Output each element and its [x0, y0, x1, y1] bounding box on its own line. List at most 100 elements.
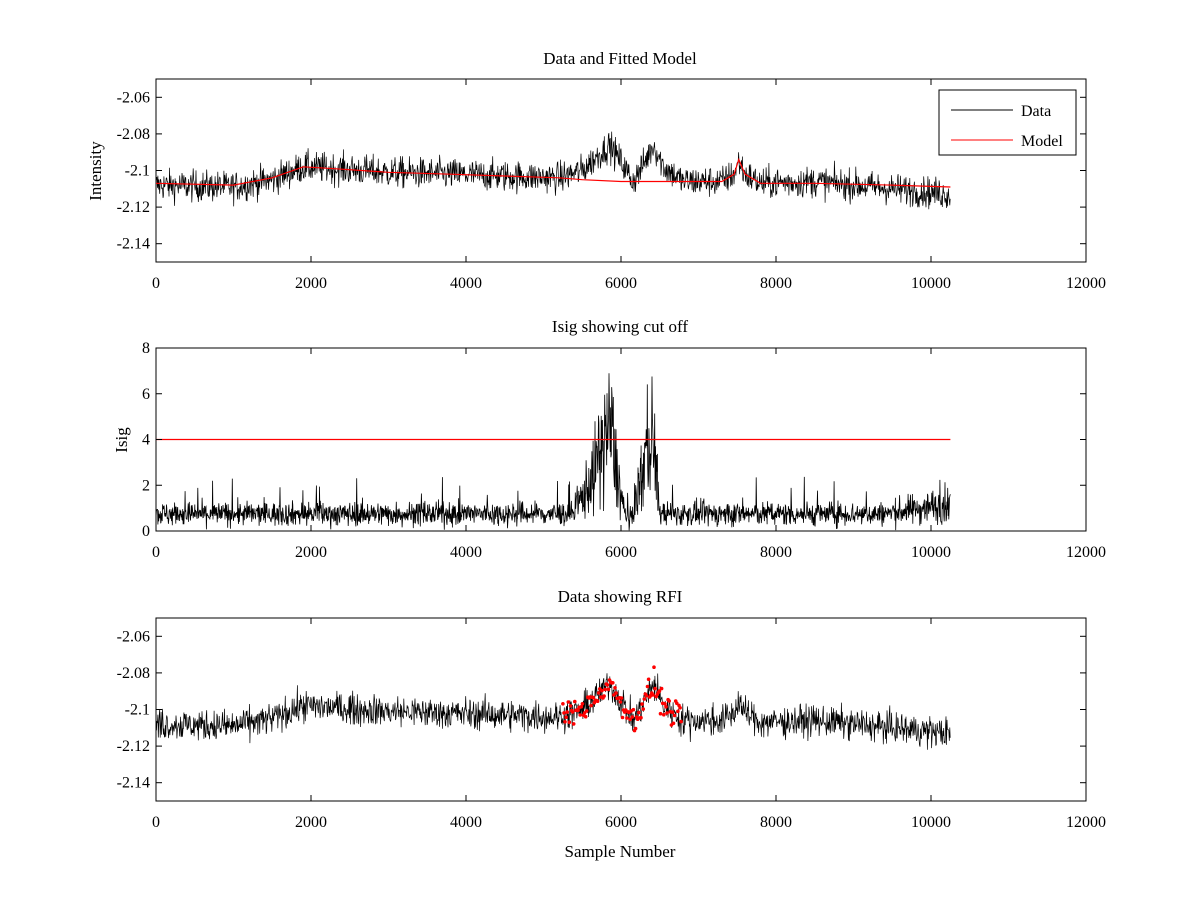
rfi-point — [664, 705, 668, 709]
x-tick-label: 10000 — [911, 544, 951, 561]
rfi-point — [568, 704, 573, 708]
rfi-point — [637, 710, 641, 715]
rfi-point — [579, 705, 584, 709]
rfi-point — [600, 688, 604, 693]
panel3-xlabel: Sample Number — [565, 842, 676, 861]
series-data-line — [156, 673, 951, 750]
panel2-series — [156, 373, 951, 531]
x-tick-label: 2000 — [295, 814, 327, 831]
rfi-point — [628, 717, 632, 722]
y-tick-label: -2.14 — [117, 775, 150, 792]
rfi-point — [564, 715, 568, 719]
y-tick-label: 4 — [142, 432, 150, 449]
x-tick-label: 0 — [152, 544, 160, 561]
panel1-legend: Data Model — [938, 89, 1077, 156]
rfi-point — [573, 699, 577, 704]
y-tick-label: 0 — [142, 523, 150, 540]
y-tick-label: 8 — [142, 340, 150, 357]
x-tick-label: 10000 — [911, 814, 951, 831]
panel-data-showing-rfi: Data showing RFI 0 2000 4000 6000 8000 10000 1… — [117, 587, 1106, 861]
y-tick-label: -2.12 — [117, 738, 150, 755]
series-isig-line — [156, 373, 951, 531]
rfi-point — [645, 684, 650, 689]
panel1-plot-area: 0 2000 4000 6000 8000 10000 12000 -2.06 -2.08 -2.… — [117, 78, 1106, 292]
rfi-point — [672, 713, 677, 718]
rfi-point — [620, 715, 625, 720]
panel3-title: Data showing RFI — [558, 587, 683, 606]
rfi-point — [565, 710, 569, 714]
panel-data-and-fitted-model: Data and Fitted Model Intensity 0 2000 400… — [86, 49, 1106, 292]
rfi-point — [631, 707, 636, 712]
rfi-point — [584, 709, 589, 713]
legend-data-label: Data — [1021, 103, 1051, 120]
rfi-point — [659, 686, 664, 691]
rfi-point — [679, 719, 683, 724]
rfi-point — [571, 722, 576, 726]
x-tick-label: 2000 — [295, 275, 327, 292]
x-tick-label: 4000 — [450, 544, 482, 561]
x-tick-label: 0 — [152, 814, 160, 831]
panel2-title: Isig showing cut off — [552, 317, 688, 336]
rfi-point — [614, 691, 618, 695]
x-tick-label: 12000 — [1066, 544, 1106, 561]
rfi-point — [563, 720, 567, 724]
x-tick-label: 8000 — [760, 544, 792, 561]
panel1-ylabel: Intensity — [86, 141, 105, 201]
rfi-point — [644, 693, 649, 698]
panel1-title: Data and Fitted Model — [543, 49, 697, 68]
rfi-point — [625, 716, 629, 720]
rfi-point — [570, 710, 575, 714]
rfi-point — [665, 711, 669, 715]
rfi-point — [613, 686, 617, 690]
rfi-point — [566, 700, 571, 704]
rfi-point — [595, 699, 600, 703]
x-tick-label: 8000 — [760, 275, 792, 292]
rfi-point — [602, 694, 606, 698]
panel3-plot-area: 0 2000 4000 6000 8000 10000 12000 -2.06 -2.08 -2.… — [117, 617, 1106, 831]
rfi-point — [633, 726, 638, 731]
x-tick-label: 6000 — [605, 275, 637, 292]
y-tick-label: -2.14 — [117, 236, 150, 253]
rfi-point — [667, 699, 671, 703]
y-tick-label: -2.08 — [117, 126, 150, 143]
rfi-point — [606, 687, 611, 692]
y-tick-label: -2.1 — [125, 702, 150, 719]
rfi-point — [653, 686, 657, 691]
x-tick-label: 6000 — [605, 814, 637, 831]
rfi-point — [678, 706, 682, 710]
rfi-point — [576, 708, 580, 713]
rfi-point — [663, 702, 667, 706]
legend-box — [938, 89, 1077, 156]
legend-model-label: Model — [1021, 133, 1063, 150]
rfi-point — [591, 695, 596, 700]
x-tick-label: 4000 — [450, 275, 482, 292]
x-tick-label: 10000 — [911, 275, 951, 292]
x-tick-label: 8000 — [760, 814, 792, 831]
rfi-point — [578, 713, 582, 717]
rfi-point — [567, 720, 572, 724]
y-tick-label: -2.06 — [117, 628, 150, 645]
panel1-series — [156, 131, 951, 210]
rfi-point — [618, 700, 623, 704]
panel2-plot-area: 0 2000 4000 6000 8000 10000 12000 0 2 4 6 8 — [142, 340, 1106, 561]
rfi-point — [639, 715, 643, 720]
rfi-point — [589, 703, 593, 708]
rfi-point — [561, 702, 565, 706]
rfi-point — [611, 681, 615, 685]
rfi-point — [583, 714, 588, 719]
panel3-series — [156, 665, 951, 750]
rfi-point — [641, 707, 645, 711]
panel2-ylabel: Isig — [112, 427, 131, 453]
series-model-line — [156, 157, 951, 188]
series-data-line — [156, 131, 951, 210]
rfi-point — [670, 710, 675, 714]
y-tick-label: -2.1 — [125, 163, 150, 180]
rfi-point — [596, 691, 601, 695]
rfi-point — [671, 721, 676, 726]
y-tick-label: -2.08 — [117, 665, 150, 682]
rfi-point — [651, 693, 655, 697]
y-tick-label: 2 — [142, 477, 150, 494]
rfi-point — [658, 711, 663, 716]
rfi-point — [580, 702, 585, 706]
